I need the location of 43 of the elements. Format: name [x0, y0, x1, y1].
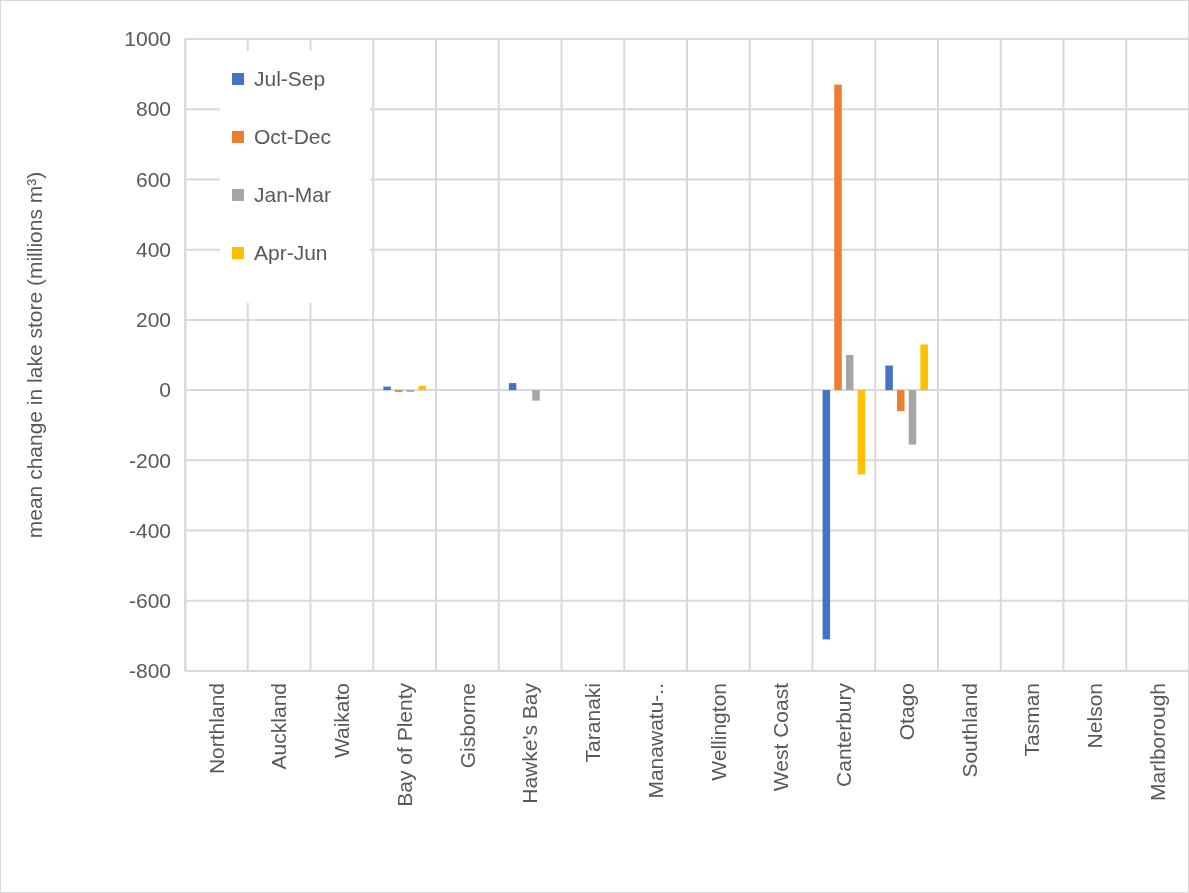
x-tick-label: West Coast [769, 682, 793, 792]
legend-label: Oct-Dec [254, 125, 332, 149]
bar [418, 385, 426, 391]
y-tick-label: 400 [135, 237, 171, 261]
bar [885, 365, 893, 391]
bar [822, 390, 831, 640]
x-tick-label: Auckland [267, 683, 291, 770]
x-tick-label: Hawke's Bay [518, 682, 542, 804]
y-axis-title: mean change in lake store (millions m³) [23, 171, 46, 539]
legend-label: Apr-Jun [254, 241, 328, 265]
x-tick-label: Gisborne [455, 683, 479, 769]
x-tick-label: Southland [957, 683, 981, 778]
y-tick-label: -600 [128, 589, 171, 612]
x-tick-label: Manawatu-.. [643, 683, 667, 799]
y-tick-label: -400 [128, 518, 171, 542]
y-tick-label: 1000 [124, 27, 171, 51]
x-tick-label: Tasman [1020, 683, 1044, 757]
x-tick-label: Canterbury [832, 682, 856, 787]
bar [857, 390, 866, 475]
bar [383, 386, 391, 391]
bar [508, 383, 517, 391]
bar [834, 84, 842, 391]
x-tick-label: Waikato [330, 683, 354, 759]
y-tick-label: 800 [135, 97, 171, 121]
bar [897, 390, 905, 412]
bar [532, 390, 540, 401]
y-tick-label: 0 [159, 378, 171, 402]
x-tick-label: Bay of Plenty [392, 682, 416, 807]
y-tick-label: 200 [135, 308, 171, 332]
x-tick-label: Wellington [706, 683, 730, 781]
x-tick-label: Otago [894, 683, 918, 741]
bar [920, 344, 928, 391]
y-tick-label: -200 [128, 448, 171, 472]
x-tick-label: Nelson [1083, 683, 1107, 749]
legend-label: Jul-Sep [254, 67, 326, 91]
bar [845, 355, 854, 391]
legend-label: Jan-Mar [254, 183, 332, 207]
x-tick-label: Taranaki [581, 683, 605, 763]
y-tick-label: 600 [135, 167, 171, 191]
x-tick-label: Marlborough [1145, 683, 1169, 801]
x-tick-label: Northland [204, 683, 228, 775]
bar [908, 390, 917, 445]
y-tick-label: -800 [128, 659, 171, 683]
